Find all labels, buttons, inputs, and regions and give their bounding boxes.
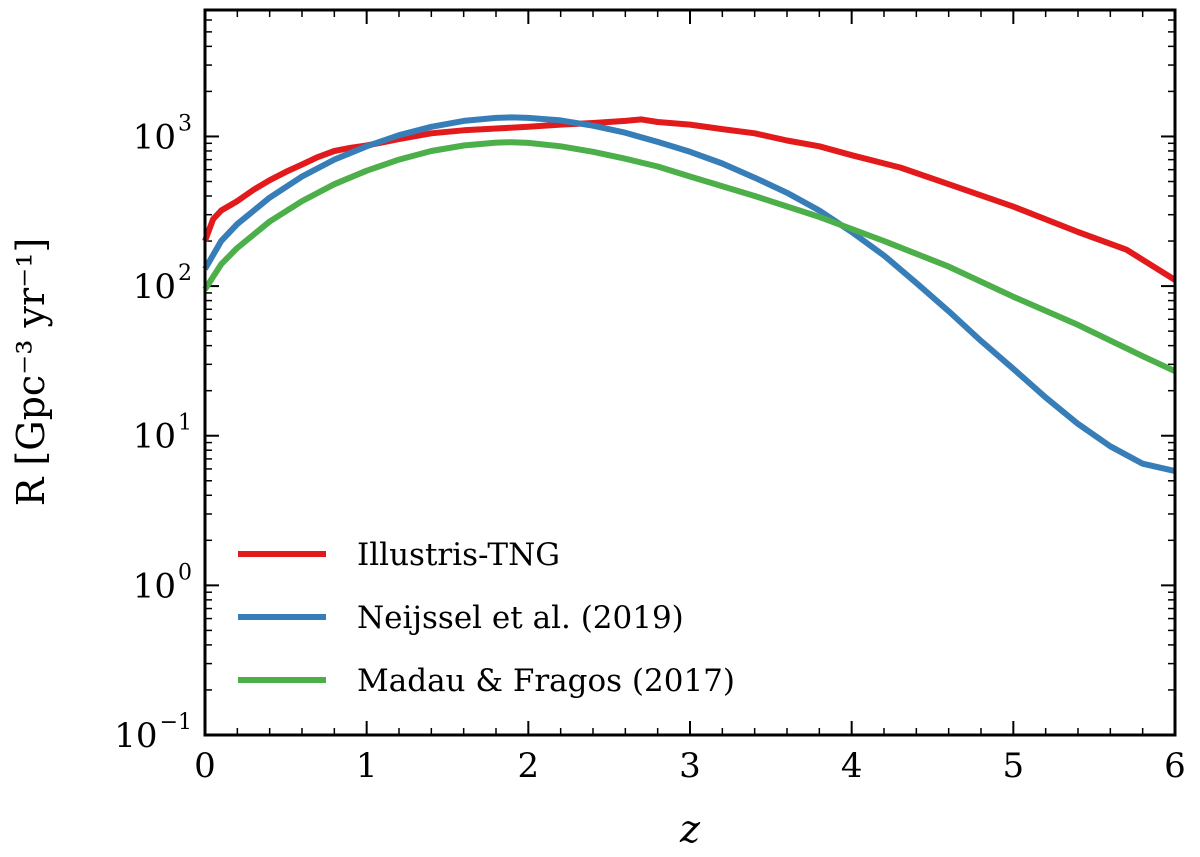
x-tick-label: 5	[1003, 746, 1025, 786]
legend: Illustris-TNG Neijssel et al. (2019) Madau…	[238, 537, 735, 699]
x-tick-label: 1	[356, 746, 378, 786]
series-lines	[202, 114, 1177, 475]
legend-label: Neijssel et al. (2019)	[357, 600, 684, 636]
y-tick-base: 10	[133, 417, 176, 457]
x-tick-label: 0	[194, 746, 216, 786]
y-tick-label: 210	[133, 261, 192, 307]
series-line-2	[202, 114, 1176, 475]
y-tick-exponent: 1	[178, 411, 192, 436]
x-tick-label: 6	[1164, 746, 1186, 786]
y-tick-label: 110	[133, 411, 192, 457]
y-tick-base: 10	[133, 267, 176, 307]
legend-entry-2: Neijssel et al. (2019)	[238, 600, 684, 636]
y-tick-base: 10	[133, 566, 176, 606]
x-tick-labels: 0 1 2 3 4 5 6	[194, 746, 1186, 786]
y-axis-label: R [Gpc⁻³ yr⁻¹]	[9, 238, 53, 507]
legend-entry-1: Illustris-TNG	[238, 537, 560, 573]
x-tick-label: 3	[679, 746, 701, 786]
legend-entry-3: Madau & Fragos (2017)	[238, 663, 735, 699]
x-tick-label: 2	[518, 746, 540, 786]
legend-label: Madau & Fragos (2017)	[357, 663, 735, 699]
y-tick-exponent: −1	[160, 710, 192, 735]
series-line-1	[202, 116, 1177, 283]
tick-marks	[204, 9, 1176, 736]
plot-frame	[203, 8, 1177, 737]
y-tick-exponent: 3	[178, 111, 192, 136]
y-tick-label: 310	[133, 111, 192, 157]
y-tick-exponent: 0	[178, 560, 192, 585]
y-tick-label: −110	[114, 710, 192, 756]
legend-label: Illustris-TNG	[357, 537, 560, 573]
y-tick-label: 010	[133, 560, 192, 606]
series-line-3	[202, 139, 1177, 374]
x-tick-label: 4	[841, 746, 863, 786]
y-tick-base: 10	[114, 716, 157, 756]
y-tick-exponent: 2	[178, 261, 192, 286]
x-axis-label: z	[679, 807, 701, 851]
y-tick-base: 10	[133, 117, 176, 157]
